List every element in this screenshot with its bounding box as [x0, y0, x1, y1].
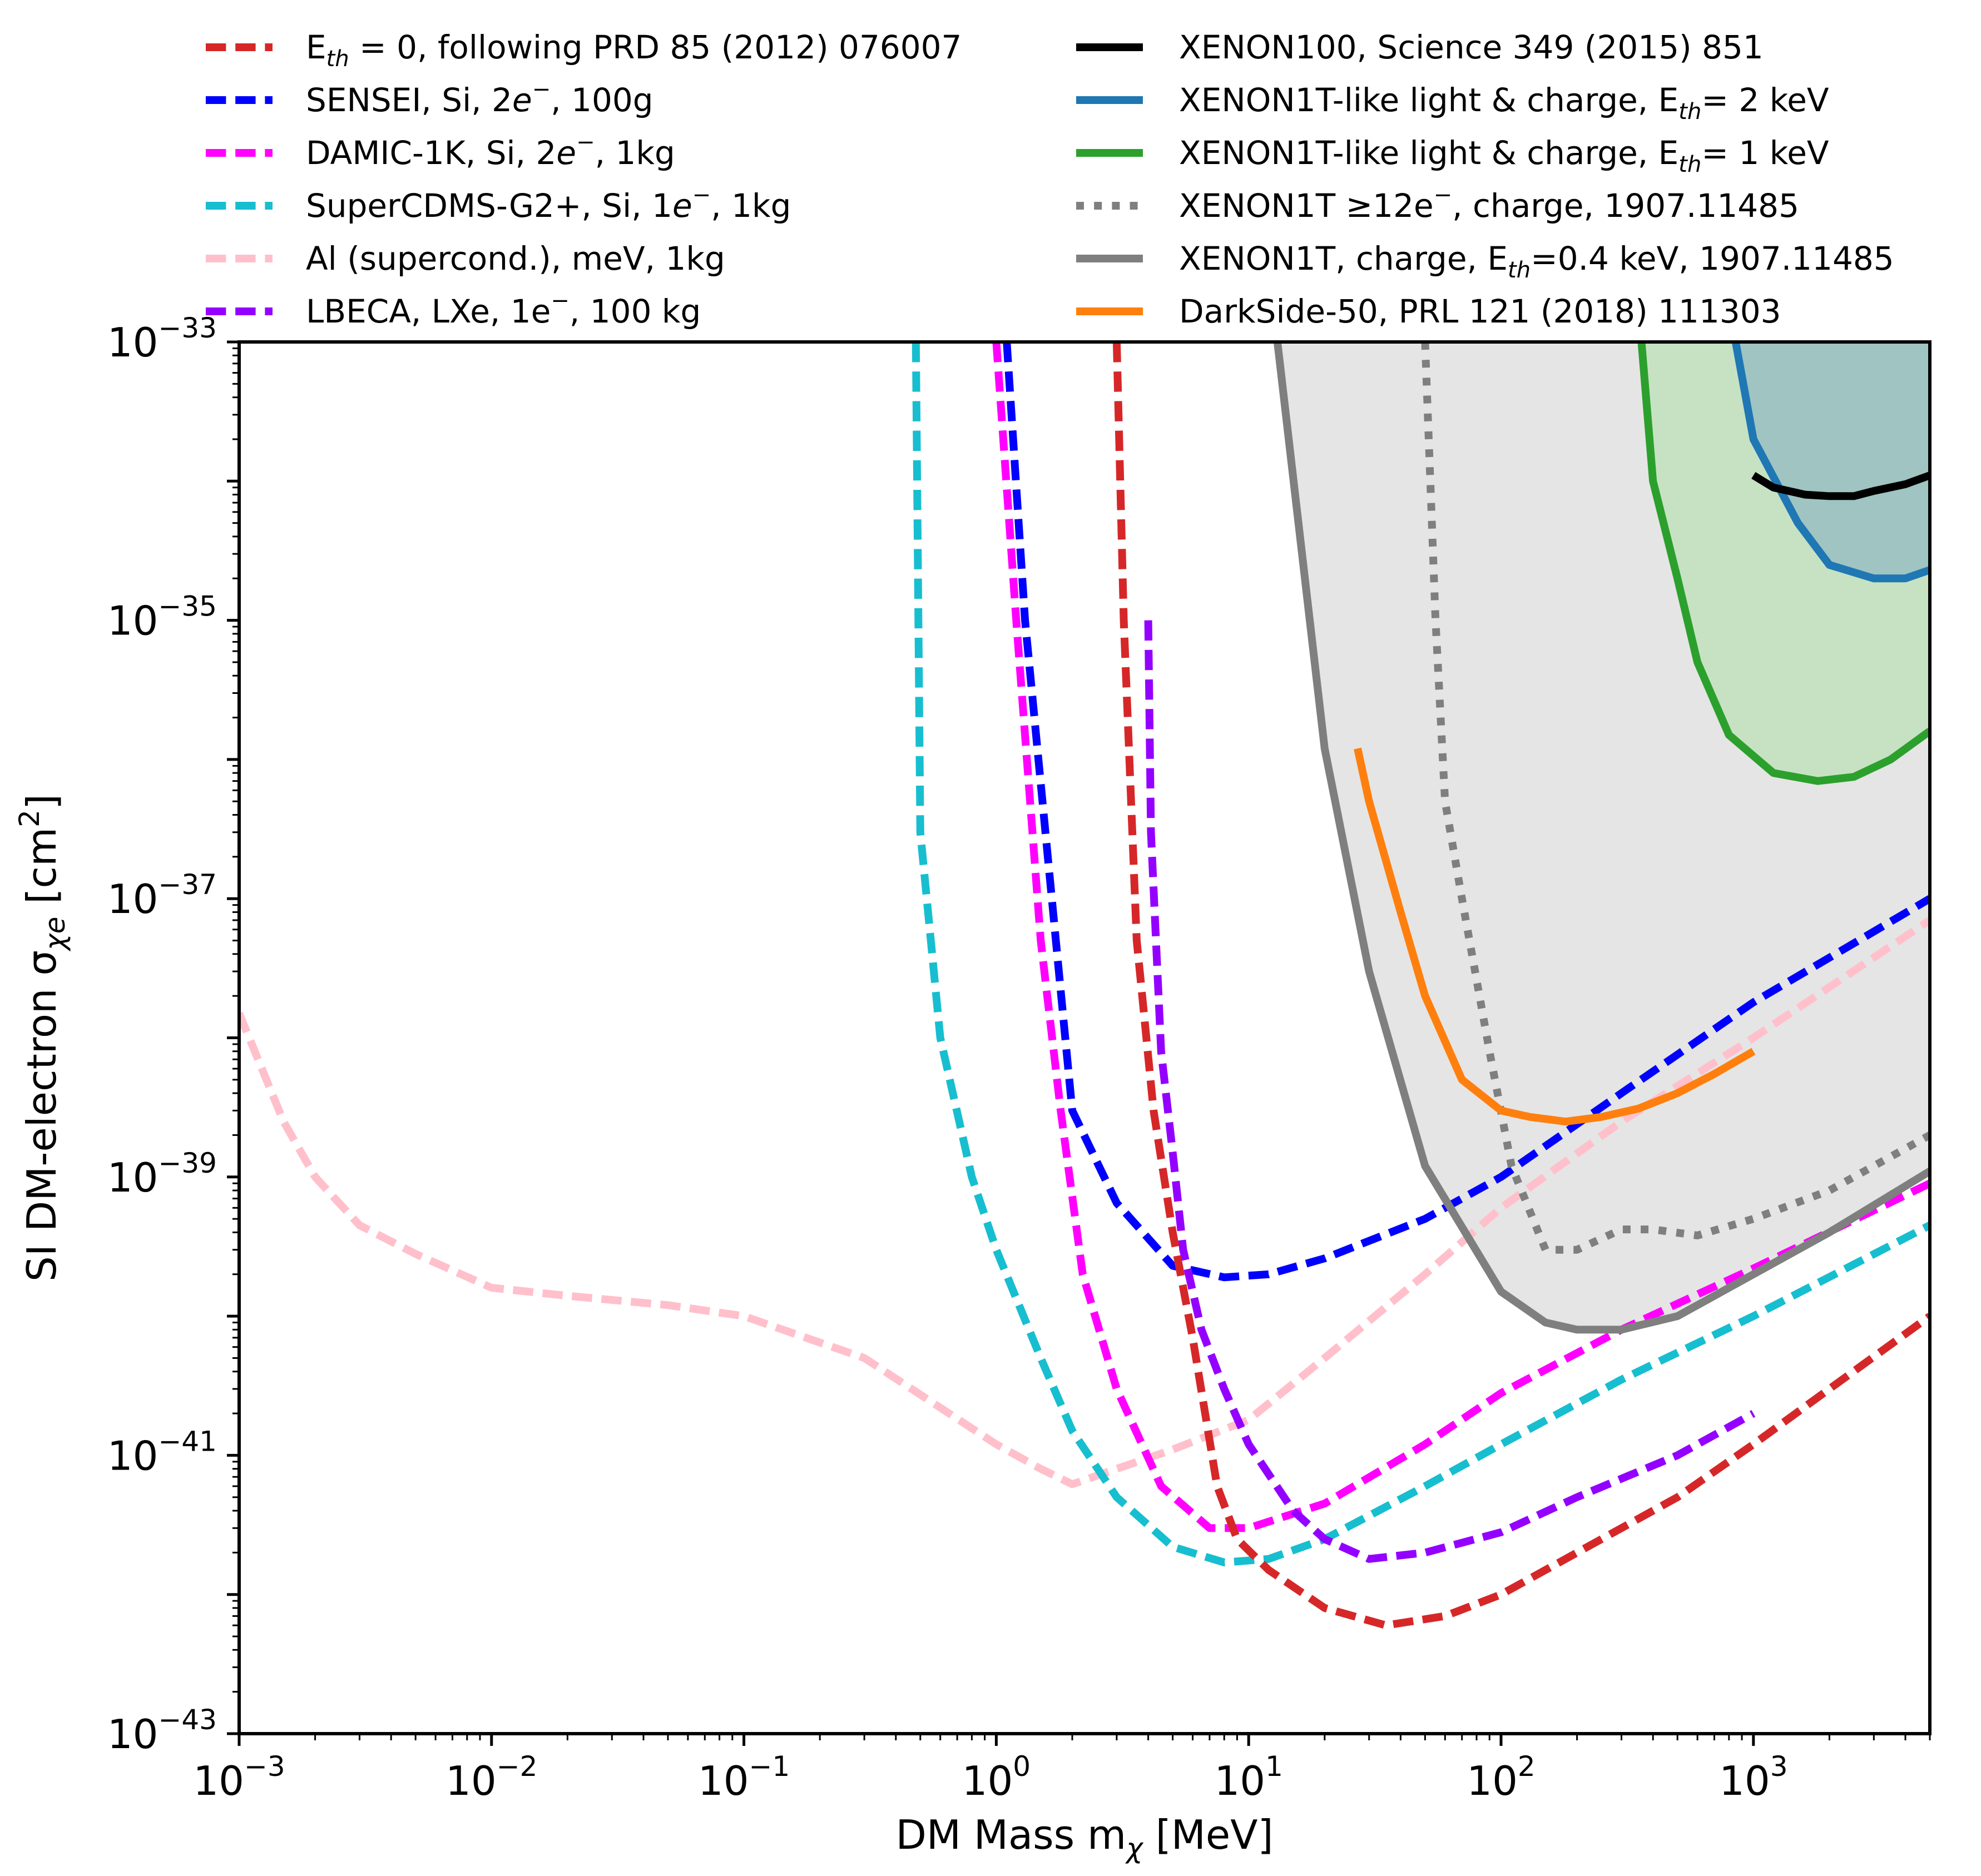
legend-label-left-5: LBECA, LXe, 1e−, 100 kg — [306, 288, 701, 330]
legend-label-right-0: XENON100, Science 349 (2015) 851 — [1179, 28, 1764, 66]
legend-label-right-3: XENON1T ≥12e−, charge, 1907.11485 — [1179, 182, 1799, 225]
x-tick-label: 10−3 — [193, 1750, 285, 1804]
legend-label-right-1: XENON1T-like light & charge, Eth= 2 keV — [1179, 81, 1829, 125]
legend-label-right-5: DarkSide-50, PRL 121 (2018) 111303 — [1179, 292, 1781, 330]
series-line-3 — [912, 342, 1930, 1566]
y-tick-label: 10−43 — [107, 1704, 217, 1758]
x-tick-label: 10−2 — [445, 1750, 537, 1804]
axes: 10−3 10−2 10−1 100 101 102 103 10−33 10−35 10−37 1… — [13, 312, 1932, 1864]
y-axis-label: SI DM-electron σχe [cm2] — [13, 794, 71, 1282]
y-tick-label: 10−35 — [107, 590, 217, 644]
series-line-2 — [992, 342, 1930, 1532]
x-tick-label: 103 — [1719, 1750, 1787, 1804]
x-tick-label: 10−1 — [698, 1750, 790, 1804]
series-line-11 — [1354, 747, 1756, 1126]
excluded-regions — [1277, 342, 1930, 1330]
legend-label-right-4: XENON1T, charge, Eth=0.4 keV, 1907.11485 — [1179, 240, 1894, 283]
series-line-9 — [1421, 342, 1930, 1254]
legend-label-left-2: DAMIC-1K, Si, 2e−, 1kg — [306, 130, 675, 172]
legend-label-left-3: SuperCDMS-G2+, Si, 1e−, 1kg — [306, 182, 791, 225]
y-tick-label: 10−33 — [107, 312, 217, 366]
x-tick-label: 100 — [962, 1750, 1031, 1804]
series-line-1 — [1003, 342, 1930, 1282]
legend: Eth = 0, following PRD 85 (2012) 076007 S… — [206, 28, 1894, 330]
legend-label-left-0: Eth = 0, following PRD 85 (2012) 076007 — [306, 28, 962, 72]
series-line-10 — [1273, 342, 1930, 1334]
series-line-0 — [1112, 342, 1930, 1630]
y-tick-label: 10−37 — [107, 868, 217, 922]
series-line-8 — [1637, 342, 1930, 785]
series-line-7 — [1731, 342, 1930, 583]
series-line-4 — [239, 917, 1930, 1488]
series-lines — [239, 342, 1930, 1630]
y-tick-label: 10−41 — [107, 1425, 217, 1479]
y-tick-label: 10−39 — [107, 1147, 217, 1201]
x-tick-label: 102 — [1467, 1750, 1535, 1804]
excluded-region-2 — [1735, 342, 1930, 579]
x-axis-label: DM Mass mχ [MeV] — [895, 1812, 1273, 1864]
series-line-6 — [1751, 472, 1930, 500]
x-tick-label: 101 — [1214, 1750, 1282, 1804]
series-line-5 — [1144, 620, 1756, 1563]
legend-label-right-2: XENON1T-like light & charge, Eth= 1 keV — [1179, 134, 1829, 177]
legend-label-left-1: SENSEI, Si, 2e−, 100g — [306, 77, 653, 119]
legend-label-left-4: Al (supercond.), meV, 1kg — [306, 240, 725, 277]
